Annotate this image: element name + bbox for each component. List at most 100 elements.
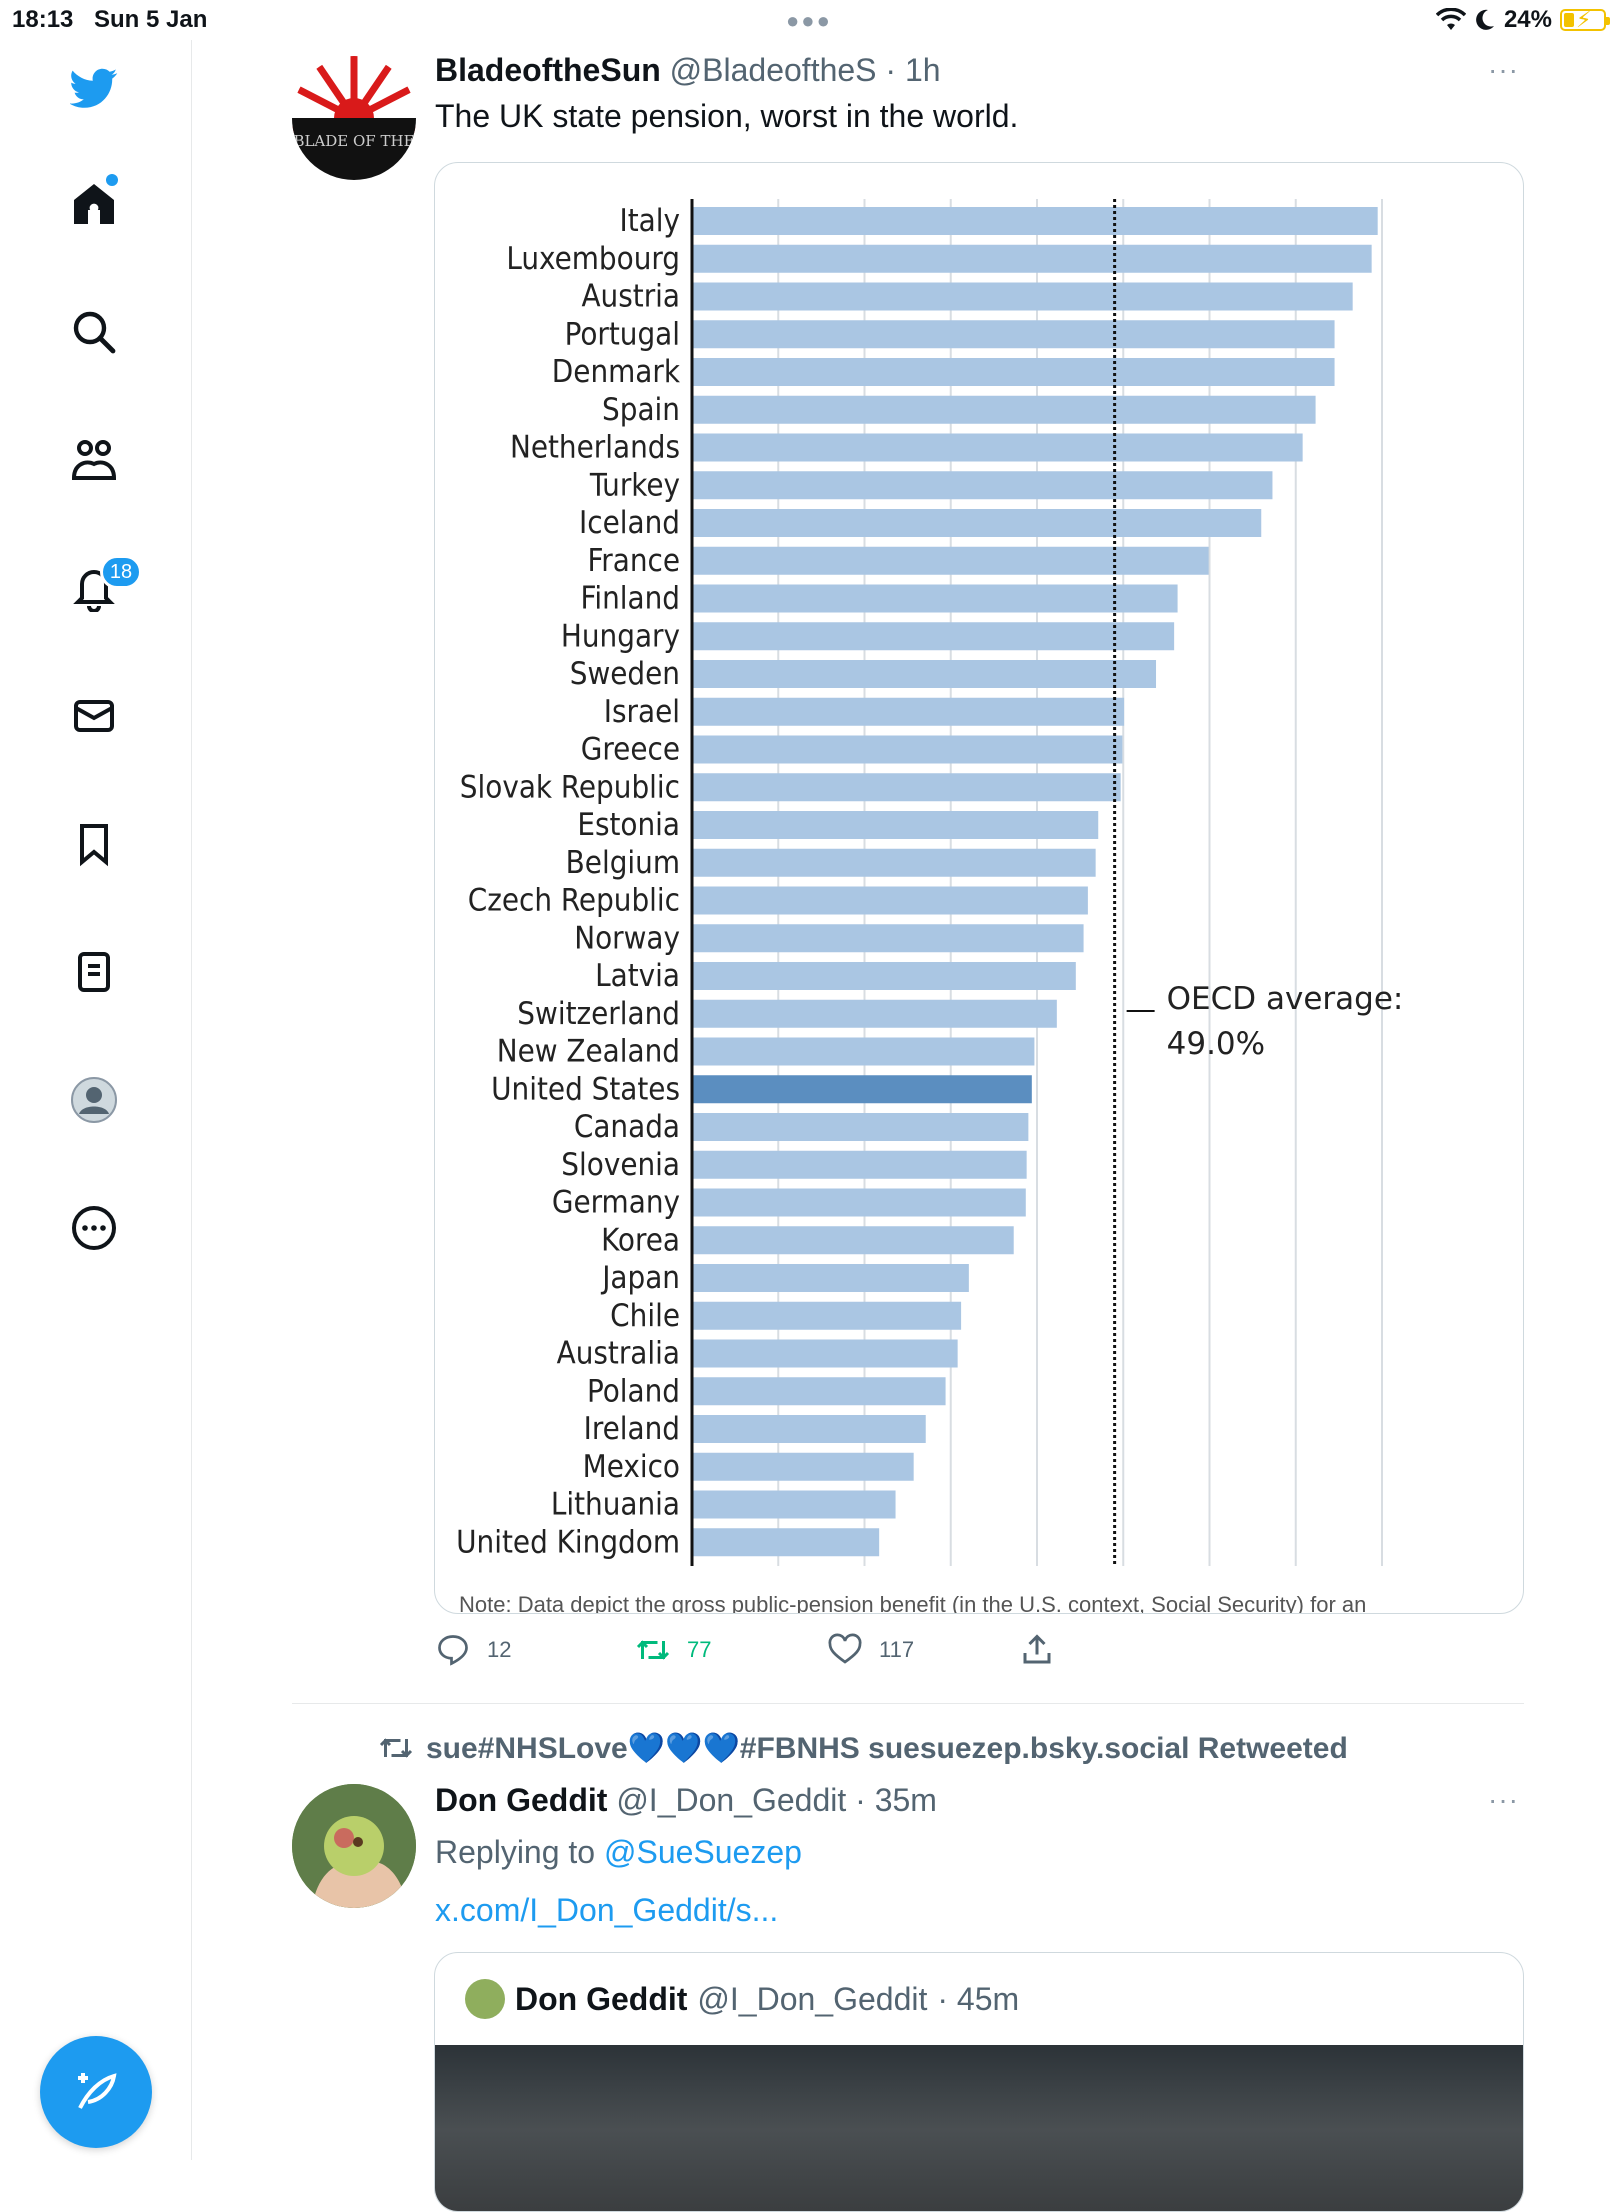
chart-bar [692,1339,958,1368]
quoted-handle: @I_Don_Geddit [697,1980,928,2017]
status-time: 18:13 [12,6,74,33]
retweeted-header[interactable]: sue#NHSLove💙💙💙#FBNHS suesuezep.bsky.soci… [378,1730,1348,1766]
notifications-badge: 18 [100,555,142,589]
chart-category-label: Denmark [552,354,681,390]
tweet-handle[interactable]: @BladeoftheS [669,52,877,88]
chart-bar [692,244,1372,273]
chart-category-label: France [587,543,680,579]
battery-icon: ⚡ [1560,7,1610,32]
tweet2-link[interactable]: x.com/I_Don_Geddit/s... [435,1892,779,1928]
profile-avatar-icon[interactable] [70,1074,118,1126]
timeline-feed: BLADE OF THE BladeoftheSun @BladeoftheS … [192,40,1620,2212]
tweet-more-button[interactable]: ··· [1488,54,1519,85]
multitasking-dots[interactable]: ●●● [786,8,832,33]
replying-to-handle[interactable]: @SueSuezep [603,1834,802,1870]
chart-category-label: Portugal [565,316,680,352]
retweet-small-icon [379,1738,413,1758]
tweet-image-chart[interactable]: Italy Luxembourg Austria Portugal Denmark Spa… [434,162,1524,1614]
chart-bar [692,471,1273,500]
tweet-divider [292,1703,1524,1704]
chart-category-label: Latvia [595,958,680,994]
sidebar-nav: 18 [0,40,192,2160]
tweet-actions: 12 77 117 [435,1632,1115,1682]
retweet-button[interactable]: 77 [635,1632,711,1668]
chart-bar [692,1264,969,1292]
chart-bar [692,358,1335,386]
retweet-count: 77 [687,1637,712,1662]
chart-bar [692,509,1262,537]
tweet2-handle[interactable]: @I_Don_Geddit [616,1782,847,1818]
chart-category-label: Israel [604,694,680,730]
reply-button[interactable]: 12 [435,1632,511,1668]
chart-category-label: Austria [581,279,680,315]
chart-bar [692,735,1123,764]
messages-icon[interactable] [70,690,118,742]
chart-bar [692,962,1076,990]
more-options-icon[interactable] [70,1202,118,1254]
home-icon[interactable] [70,178,118,230]
twitter-logo-icon[interactable] [70,62,118,114]
moon-icon [1476,9,1494,30]
replying-to-label: Replying to [435,1834,596,1870]
chart-category-label: Poland [587,1373,680,1409]
chart-category-label: Canada [574,1109,680,1145]
tweet-text: The UK state pension, worst in the world… [435,98,1019,134]
tweet2-time[interactable]: · 35m [855,1782,937,1818]
chart-bar [692,1490,896,1519]
reply-count: 12 [487,1637,512,1662]
communities-icon[interactable] [70,434,118,486]
chart-category-label: Slovenia [561,1147,680,1183]
chart-category-label: Japan [600,1260,680,1296]
chart-bar [692,1075,1032,1104]
chart-bar [692,622,1175,651]
chart-category-label: Hungary [561,618,680,654]
chart-category-label: Mexico [583,1449,680,1485]
tweet2-display-name[interactable]: Don Geddit [435,1782,608,1818]
tweet2-author-avatar[interactable] [292,1784,416,1908]
lists-icon[interactable] [70,946,118,998]
chart-category-label: Slovak Republic [460,769,680,805]
compose-tweet-button[interactable] [40,2036,152,2148]
status-right: 24% ⚡ [1435,6,1610,34]
pension-bar-chart: ItalyLuxembourgAustriaPortugalDenmarkSpa… [456,199,1404,1613]
chart-bar [692,999,1057,1028]
wifi-icon [1435,8,1466,30]
battery-percent: 24% [1503,6,1552,33]
chart-bar [692,1377,946,1406]
chart-category-label: Iceland [579,505,680,541]
chart-category-label: United Kingdom [456,1524,680,1560]
replying-to: Replying to @SueSuezep [435,1834,802,1871]
bookmarks-icon[interactable] [70,818,118,870]
chart-category-label: Lithuania [551,1487,680,1523]
chart-bar [692,433,1303,462]
tweet-time[interactable]: · 1h [885,52,941,88]
chart-category-label: Ireland [584,1411,680,1447]
tweet-author-avatar[interactable]: BLADE OF THE [292,56,416,180]
chart-bar [692,811,1099,839]
chart-oecd-label: OECD average: [1167,981,1404,1017]
chart-bar [692,660,1157,688]
share-button[interactable] [1019,1632,1055,1668]
status-bar: 18:13 Sun 5 Jan ●●● 24% ⚡ [0,0,1620,40]
chart-bar [692,1452,914,1481]
chart-category-label: Turkey [589,467,680,503]
retweeted-by-text: sue#NHSLove💙💙💙#FBNHS suesuezep.bsky.soci… [426,1731,1348,1765]
quoted-tweet-card[interactable]: Don Geddit @I_Don_Geddit · 45m [434,1952,1524,2212]
chart-category-label: New Zealand [497,1034,680,1070]
search-icon[interactable] [70,306,118,358]
reply-icon [438,1635,468,1666]
quoted-tweet-photo[interactable] [435,2045,1523,2211]
quoted-time: · 45m [937,1980,1020,2017]
chart-category-label: Norway [574,920,680,956]
notifications-bell-icon[interactable] [70,562,118,614]
like-button[interactable]: 117 [827,1632,914,1668]
chart-bar [692,1150,1027,1179]
chart-bar [692,207,1378,235]
tweet2-more-button[interactable]: ··· [1488,1784,1519,1815]
heart-icon [828,1633,862,1664]
tweet-display-name[interactable]: BladeoftheSun [435,52,661,88]
chart-oecd-value: 49.0% [1167,1026,1265,1062]
chart-category-label: Australia [557,1336,680,1372]
tweet-header: BladeoftheSun @BladeoftheS · 1h [435,52,941,89]
chart-category-label: Luxembourg [506,241,680,277]
